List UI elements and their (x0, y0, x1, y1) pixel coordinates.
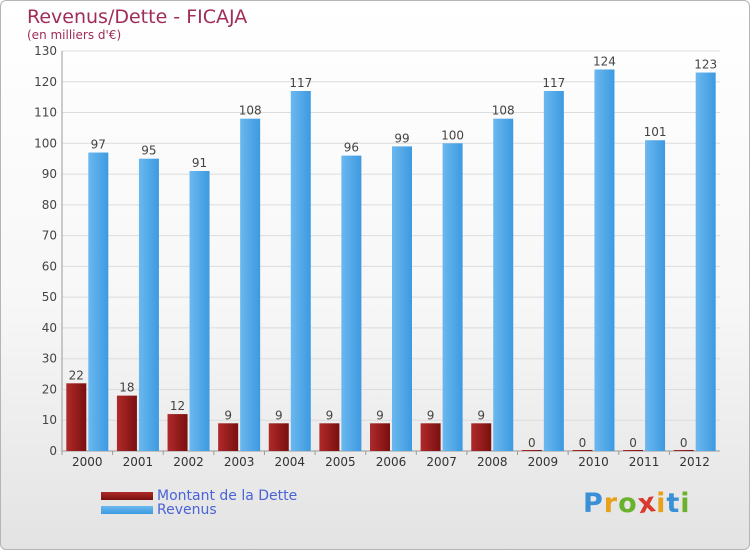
x-tick-label: 2008 (477, 455, 508, 469)
legend-swatch-dette (101, 492, 153, 500)
y-tick-label: 0 (49, 444, 57, 458)
data-label-dette: 9 (275, 408, 283, 422)
x-tick-label: 2004 (274, 455, 305, 469)
bar-revenus (189, 171, 210, 451)
y-tick-label: 50 (42, 290, 57, 304)
bar-revenus (442, 143, 463, 452)
logo-letter: t (666, 488, 681, 519)
chart-subtitle: (en milliers d'€) (27, 28, 122, 42)
bar-dette (370, 423, 390, 451)
data-label-dette: 9 (477, 408, 485, 422)
bar-revenus (341, 155, 362, 451)
data-label-revenus: 108 (492, 104, 515, 118)
logo-letter: i (656, 488, 667, 519)
data-label-dette: 9 (224, 408, 232, 422)
bar-dette (420, 423, 441, 451)
bar-revenus (493, 118, 514, 451)
y-tick-label: 90 (42, 167, 57, 181)
y-tick-label: 100 (34, 136, 57, 150)
logo-letter: i (680, 488, 691, 519)
y-tick-label: 80 (42, 198, 57, 212)
data-label-dette: 9 (376, 408, 384, 422)
bar-dette (268, 423, 289, 451)
x-tick-label: 2000 (72, 455, 103, 469)
data-label-revenus: 95 (141, 144, 156, 158)
y-tick-label: 130 (34, 44, 57, 58)
bar-dette (521, 450, 542, 451)
y-tick-label: 30 (42, 352, 57, 366)
x-tick-label: 2002 (173, 455, 204, 469)
data-label-dette: 9 (326, 408, 334, 422)
data-label-dette: 0 (680, 436, 688, 450)
bar-revenus (645, 140, 666, 451)
x-tick-label: 2005 (325, 455, 356, 469)
logo-letter: r (603, 488, 619, 519)
legend-label-dette: Montant de la Dette (157, 488, 298, 504)
x-tick-label: 2009 (528, 455, 559, 469)
x-tick-label: 2007 (426, 455, 457, 469)
data-label-revenus: 117 (289, 76, 312, 90)
x-tick-label: 2001 (123, 455, 154, 469)
y-tick-label: 70 (42, 229, 57, 243)
bar-dette (673, 450, 694, 451)
data-label-dette: 22 (69, 368, 84, 382)
data-label-revenus: 117 (542, 76, 565, 90)
x-tick-label: 2011 (629, 455, 660, 469)
bar-dette (623, 450, 644, 451)
data-label-revenus: 91 (192, 156, 207, 170)
bar-revenus (240, 118, 261, 451)
chart-title: Revenus/Dette - FICAJA (27, 6, 248, 28)
data-label-revenus: 97 (91, 138, 106, 152)
y-tick-label: 110 (34, 106, 57, 120)
data-label-revenus: 96 (344, 141, 359, 155)
bar-dette (471, 423, 492, 451)
bar-revenus (392, 146, 412, 451)
bar-revenus (88, 152, 109, 452)
data-label-dette: 12 (170, 399, 185, 413)
data-label-revenus: 124 (593, 54, 616, 68)
legend-label-revenus: Revenus (157, 502, 217, 518)
bar-revenus (290, 91, 311, 451)
y-tick-label: 40 (42, 321, 57, 335)
bar-revenus (695, 72, 716, 452)
bar-dette (116, 395, 137, 451)
data-label-revenus: 101 (644, 125, 667, 139)
y-tick-label: 60 (42, 259, 57, 273)
logo-letter: o (618, 488, 638, 519)
y-tick-label: 10 (42, 413, 57, 427)
bar-revenus (543, 91, 564, 451)
legend-swatch-revenus (101, 506, 153, 514)
proxiti-logo: Proxiti (583, 486, 691, 521)
bar-dette (66, 383, 87, 451)
data-label-dette: 0 (579, 436, 587, 450)
data-label-revenus: 100 (441, 128, 464, 142)
data-label-dette: 9 (427, 408, 435, 422)
data-label-dette: 0 (629, 436, 637, 450)
y-tick-label: 120 (34, 75, 57, 89)
data-label-revenus: 123 (694, 58, 717, 72)
bar-revenus (594, 69, 615, 451)
data-label-dette: 0 (528, 436, 536, 450)
data-label-revenus: 108 (239, 104, 262, 118)
logo-letter: x (635, 486, 659, 521)
logo-letter: P (583, 488, 604, 519)
bar-revenus (138, 158, 159, 451)
x-tick-label: 2010 (578, 455, 609, 469)
bar-dette (167, 414, 188, 451)
x-tick-label: 2012 (679, 455, 710, 469)
bar-dette (572, 450, 593, 451)
bar-dette (319, 423, 340, 451)
x-tick-label: 2003 (224, 455, 255, 469)
y-tick-label: 20 (42, 382, 57, 396)
bar-dette (218, 423, 239, 451)
data-label-dette: 18 (119, 381, 134, 395)
data-label-revenus: 99 (394, 131, 409, 145)
x-tick-label: 2006 (376, 455, 407, 469)
